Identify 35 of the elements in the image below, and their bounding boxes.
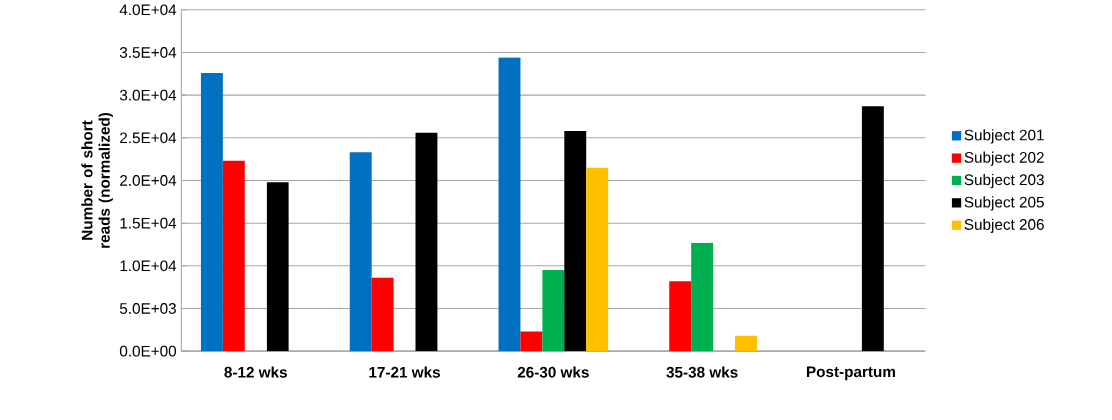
legend-label: Subject 201: [964, 129, 1044, 144]
bar: [586, 167, 609, 351]
legend-label: Subject 206: [964, 218, 1044, 233]
legend-label: Subject 203: [964, 173, 1044, 188]
bar: [691, 242, 714, 351]
x-tick-label: Post-partum: [806, 366, 895, 380]
y-tick-label: 1.5E+04: [120, 217, 177, 229]
legend-label: Subject 202: [964, 151, 1044, 166]
bar: [564, 130, 587, 351]
y-tick-label: 5.0E+03: [119, 302, 176, 314]
y-tick-label: 3.5E+04: [119, 46, 177, 58]
y-axis-title: Number of short reads (normalized): [81, 112, 113, 248]
bar: [542, 269, 565, 351]
y-tick-label: 2.0E+04: [120, 174, 177, 186]
bar: [735, 335, 757, 351]
bar: [349, 152, 372, 351]
y-tick-label: 0.0E+00: [119, 345, 177, 357]
bar: [669, 280, 692, 351]
y-tick-label: 4.0E+04: [119, 4, 177, 15]
bar: [266, 181, 289, 351]
bar: [371, 277, 394, 351]
x-tick-label: 35-38 wks: [666, 366, 738, 378]
bar: [861, 106, 884, 351]
bar: [222, 160, 245, 351]
bar: [498, 57, 521, 351]
x-tick-label: 17-21 wks: [369, 366, 440, 378]
x-tick-label: 8-12 wks: [224, 366, 287, 378]
bar: [520, 331, 543, 351]
y-tick-label: 2.5E+04: [120, 132, 177, 143]
legend-label: Subject 205: [964, 196, 1044, 211]
bar: [415, 132, 438, 351]
y-tick-label: 1.0E+04: [120, 260, 177, 271]
bar: [200, 72, 223, 351]
x-tick-label: 26-30 wks: [517, 366, 589, 378]
y-tick-label: 3.0E+04: [119, 89, 177, 101]
